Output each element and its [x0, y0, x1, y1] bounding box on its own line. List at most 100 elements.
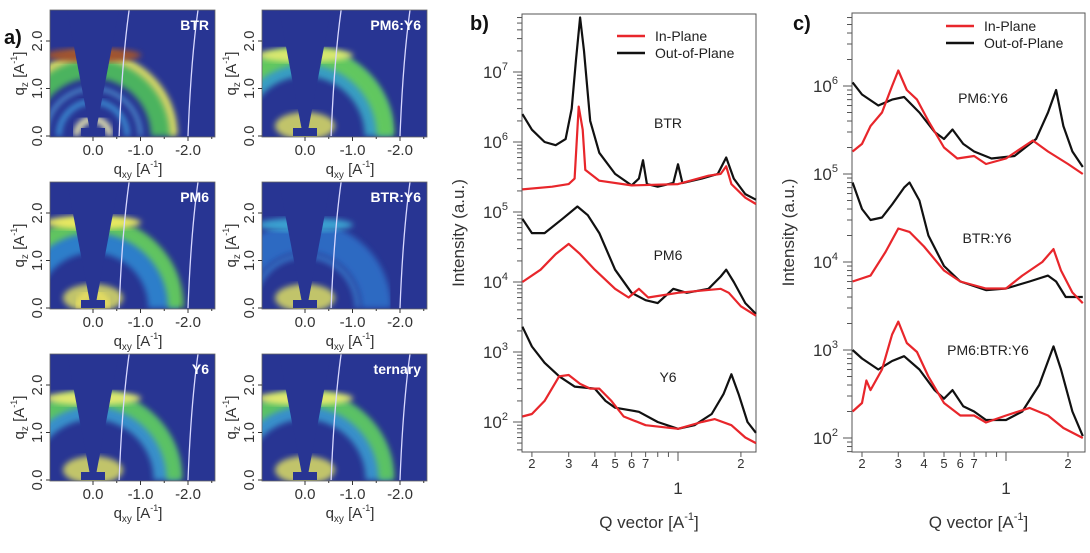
label-base: q [223, 87, 240, 95]
y-tick-label: 0.0 [241, 470, 258, 491]
label-sub: z [232, 254, 243, 259]
series-line-btr-y6-out-of-plane [851, 181, 1083, 299]
sample-annotation: PM6 [654, 247, 683, 263]
label-base: q [326, 161, 334, 178]
y-tick-label: 2.0 [29, 375, 46, 396]
tick-base: 10 [813, 429, 832, 448]
label-close: ] [11, 224, 28, 228]
y-tick-label: 2.0 [29, 31, 46, 52]
label-unit: [A [223, 64, 240, 82]
label-close: ] [223, 224, 240, 228]
x-tick-label: 5 [940, 456, 947, 471]
label-exp: -1 [362, 331, 370, 341]
detector-gap-line [399, 354, 411, 481]
series-line-pm6-btr-y6-in-plane [851, 320, 1084, 439]
y-tick-label: 2.0 [241, 375, 258, 396]
series-line-pm6-y6-out-of-plane [851, 81, 1084, 168]
y-tick-label: 0.0 [241, 298, 258, 319]
y-tick-label: 107 [483, 61, 508, 82]
detector-gap-line [118, 354, 130, 481]
tick-exp: 2 [832, 427, 838, 439]
y-tick-label: 105 [813, 163, 838, 184]
beam-stop [293, 472, 317, 480]
beam-stop [81, 128, 105, 136]
label-exp: -1 [362, 503, 370, 513]
tick-base: 10 [483, 273, 502, 292]
detector-gap-line [330, 182, 342, 309]
y-axis-label: qz [A-1] [9, 224, 31, 268]
label-exp: -1 [150, 503, 158, 513]
y-tick-label: 103 [483, 341, 508, 362]
y-axis-label: qz [A-1] [9, 396, 31, 440]
tick-base: 10 [813, 165, 832, 184]
label-exp: -1 [362, 159, 370, 169]
beam-stop [81, 300, 105, 308]
x-tick-label: 3 [895, 456, 902, 471]
sample-annotation: PM6:BTR:Y6 [947, 342, 1029, 358]
x-axis-label: qxy [A-1] [326, 503, 375, 525]
y-tick-label: 105 [483, 201, 508, 222]
label-exp: -1 [221, 228, 231, 236]
tick-base: 10 [483, 343, 502, 362]
x-axis-label: qxy [A-1] [114, 331, 163, 353]
missing-wedge [67, 182, 119, 308]
tick-base: 10 [483, 63, 502, 82]
x-tick-label: 1 [673, 479, 682, 498]
label-exp: -1 [9, 228, 19, 236]
label-sub: xy [122, 170, 132, 181]
label-close: ] [158, 161, 162, 178]
missing-wedge [279, 182, 331, 308]
y-axis-label: qz [A-1] [9, 52, 31, 96]
y-tick-label: 0.0 [241, 126, 258, 147]
tile-content [262, 354, 411, 481]
title-exp: -1 [684, 511, 694, 523]
detector-gap-line [187, 354, 199, 481]
label-close: ] [370, 161, 374, 178]
label-unit: [A [132, 161, 150, 178]
y-tick-label: 2.0 [241, 203, 258, 224]
y-tick-label: 106 [813, 75, 838, 96]
y-axis-title: Intensity (a.u.) [449, 179, 468, 287]
label-base: q [114, 505, 122, 522]
sample-label: PM6 [180, 189, 209, 205]
tick-exp: 5 [832, 163, 838, 175]
x-axis-label: qxy [A-1] [114, 503, 163, 525]
x-tick-label: 0.0 [83, 142, 104, 159]
x-tick-label: 7 [970, 456, 977, 471]
label-exp: -1 [150, 331, 158, 341]
label-sub: z [20, 254, 31, 259]
label-sub: z [232, 426, 243, 431]
label-base: q [114, 333, 122, 350]
y-tick-label: 2.0 [29, 203, 46, 224]
label-unit: [A [344, 333, 362, 350]
sample-label: ternary [374, 361, 422, 377]
sample-annotation: BTR:Y6 [962, 230, 1011, 246]
label-unit: [A [223, 236, 240, 254]
label-unit: [A [344, 161, 362, 178]
x-tick-label: -1.0 [340, 486, 366, 503]
tick-exp: 4 [832, 251, 838, 263]
label-unit: [A [223, 408, 240, 426]
x-tick-label: 1 [1001, 479, 1010, 498]
detector-gap-line [187, 182, 199, 309]
y-tick-label: 1.0 [29, 78, 46, 99]
label-sub: xy [334, 170, 344, 181]
tile-content [50, 354, 199, 481]
tick-base: 10 [483, 413, 502, 432]
x-tick-label: 0.0 [83, 486, 104, 503]
y-tick-label: 1.0 [241, 422, 258, 443]
label-close: ] [370, 505, 374, 522]
x-tick-label: 0.0 [83, 314, 104, 331]
plot-frame [851, 12, 1086, 453]
tile-frame [261, 9, 428, 138]
y-axis-label: qz [A-1] [221, 396, 243, 440]
label-base: q [326, 505, 334, 522]
sample-label: PM6:Y6 [370, 17, 421, 33]
plot-frame [521, 13, 757, 453]
x-tick-label: -2.0 [387, 314, 413, 331]
x-axis-title: Q vector [A-1] [929, 511, 1029, 532]
